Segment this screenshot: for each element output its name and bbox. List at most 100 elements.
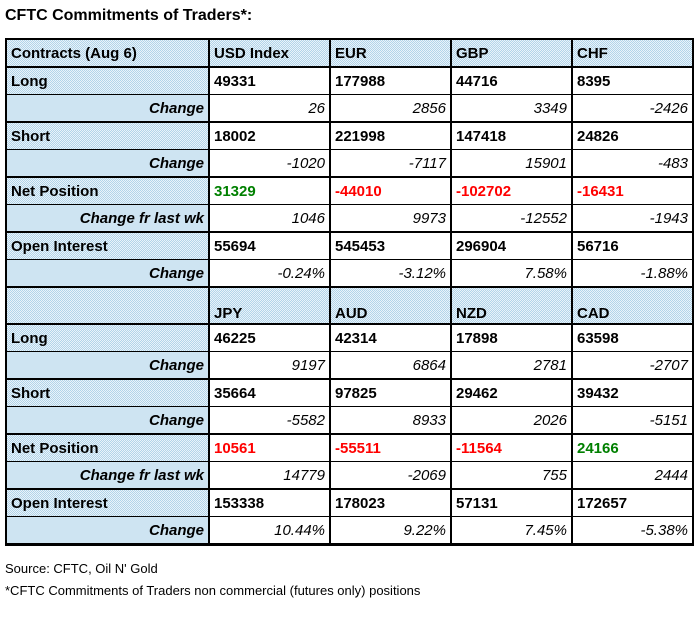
value-cell: 153338 — [208, 488, 331, 517]
value-cell: 97825 — [329, 378, 452, 407]
change-cell: 2026 — [450, 406, 573, 435]
change-cell: 9973 — [329, 204, 452, 233]
change-cell: 3349 — [450, 94, 573, 123]
data-row-change: Change -0.24% -3.12% 7.58% -1.88% — [5, 259, 694, 288]
change-cell: -483 — [571, 149, 694, 178]
change-cell: -1943 — [571, 204, 694, 233]
footer: Source: CFTC, Oil N' Gold *CFTC Commitme… — [5, 561, 695, 598]
change-cell: 26 — [208, 94, 331, 123]
net-position-cell: -16431 — [571, 176, 694, 205]
row-label: Long — [5, 66, 210, 95]
change-cell: 7.45% — [450, 516, 573, 546]
change-cell: 1046 — [208, 204, 331, 233]
change-cell: 6864 — [329, 351, 452, 380]
value-cell: 44716 — [450, 66, 573, 95]
column-header-chf: CHF — [571, 38, 694, 68]
section-2-header-label — [5, 286, 210, 325]
row-label: Change fr last wk — [5, 461, 210, 490]
change-cell: 8933 — [329, 406, 452, 435]
value-cell: 55694 — [208, 231, 331, 260]
change-cell: -7117 — [329, 149, 452, 178]
change-cell: -2069 — [329, 461, 452, 490]
change-cell: 2781 — [450, 351, 573, 380]
definition-note: *CFTC Commitments of Traders non commerc… — [5, 583, 421, 598]
column-header-cad: CAD — [571, 286, 694, 325]
change-cell: 7.58% — [450, 259, 573, 288]
data-row-open-interest: Open Interest 55694 545453 296904 56716 — [5, 231, 694, 260]
change-cell: -5151 — [571, 406, 694, 435]
row-label: Short — [5, 378, 210, 407]
value-cell: 57131 — [450, 488, 573, 517]
change-cell: -1020 — [208, 149, 331, 178]
data-row-net-position: Net Position 10561 -55511 -11564 24166 — [5, 433, 694, 462]
column-header-eur: EUR — [329, 38, 452, 68]
value-cell: 56716 — [571, 231, 694, 260]
section-1-header-label: Contracts (Aug 6) — [5, 38, 210, 68]
value-cell: 35664 — [208, 378, 331, 407]
row-label: Change — [5, 406, 210, 435]
cot-table: Contracts (Aug 6) USD Index EUR GBP CHF Long 4… — [5, 38, 694, 546]
column-header-nzd: NZD — [450, 286, 573, 325]
section-1-header-row: Contracts (Aug 6) USD Index EUR GBP CHF — [5, 38, 694, 68]
column-header-gbp: GBP — [450, 38, 573, 68]
value-cell: 8395 — [571, 66, 694, 95]
data-row-change: Change 10.44% 9.22% 7.45% -5.38% — [5, 516, 694, 546]
change-cell: 10.44% — [208, 516, 331, 546]
row-label: Net Position — [5, 176, 210, 205]
data-row-net-position: Net Position 31329 -44010 -102702 -16431 — [5, 176, 694, 205]
column-header-aud: AUD — [329, 286, 452, 325]
row-label: Short — [5, 121, 210, 150]
row-label: Long — [5, 323, 210, 352]
data-row-long: Long 49331 177988 44716 8395 — [5, 66, 694, 95]
value-cell: 545453 — [329, 231, 452, 260]
data-row-open-interest: Open Interest 153338 178023 57131 172657 — [5, 488, 694, 517]
column-header-jpy: JPY — [208, 286, 331, 325]
row-label: Change — [5, 351, 210, 380]
value-cell: 42314 — [329, 323, 452, 352]
value-cell: 63598 — [571, 323, 694, 352]
net-position-cell: 31329 — [208, 176, 331, 205]
change-cell: -3.12% — [329, 259, 452, 288]
data-row-change-fr-last-wk: Change fr last wk 14779 -2069 755 2444 — [5, 461, 694, 490]
change-cell: 14779 — [208, 461, 331, 490]
row-label: Change — [5, 259, 210, 288]
change-cell: 755 — [450, 461, 573, 490]
change-cell: -0.24% — [208, 259, 331, 288]
row-label: Net Position — [5, 433, 210, 462]
net-position-cell: -55511 — [329, 433, 452, 462]
net-position-cell: -44010 — [329, 176, 452, 205]
column-header-usd-index: USD Index — [208, 38, 331, 68]
change-cell: -5582 — [208, 406, 331, 435]
value-cell: 29462 — [450, 378, 573, 407]
net-position-cell: -102702 — [450, 176, 573, 205]
change-cell: 2444 — [571, 461, 694, 490]
change-cell: -12552 — [450, 204, 573, 233]
value-cell: 46225 — [208, 323, 331, 352]
value-cell: 18002 — [208, 121, 331, 150]
change-cell: -1.88% — [571, 259, 694, 288]
row-label: Open Interest — [5, 488, 210, 517]
change-cell: -2426 — [571, 94, 694, 123]
net-position-cell: 10561 — [208, 433, 331, 462]
row-label: Open Interest — [5, 231, 210, 260]
change-cell: 15901 — [450, 149, 573, 178]
row-label: Change — [5, 516, 210, 546]
value-cell: 172657 — [571, 488, 694, 517]
value-cell: 296904 — [450, 231, 573, 260]
value-cell: 24826 — [571, 121, 694, 150]
net-position-cell: 24166 — [571, 433, 694, 462]
change-cell: -2707 — [571, 351, 694, 380]
value-cell: 177988 — [329, 66, 452, 95]
data-row-short: Short 35664 97825 29462 39432 — [5, 378, 694, 407]
value-cell: 49331 — [208, 66, 331, 95]
change-cell: -5.38% — [571, 516, 694, 546]
section-2-header-row: JPY AUD NZD CAD — [5, 286, 694, 325]
row-label: Change — [5, 94, 210, 123]
row-label: Change — [5, 149, 210, 178]
value-cell: 221998 — [329, 121, 452, 150]
data-row-long: Long 46225 42314 17898 63598 — [5, 323, 694, 352]
value-cell: 39432 — [571, 378, 694, 407]
data-row-change: Change 9197 6864 2781 -2707 — [5, 351, 694, 380]
net-position-cell: -11564 — [450, 433, 573, 462]
data-row-short: Short 18002 221998 147418 24826 — [5, 121, 694, 150]
